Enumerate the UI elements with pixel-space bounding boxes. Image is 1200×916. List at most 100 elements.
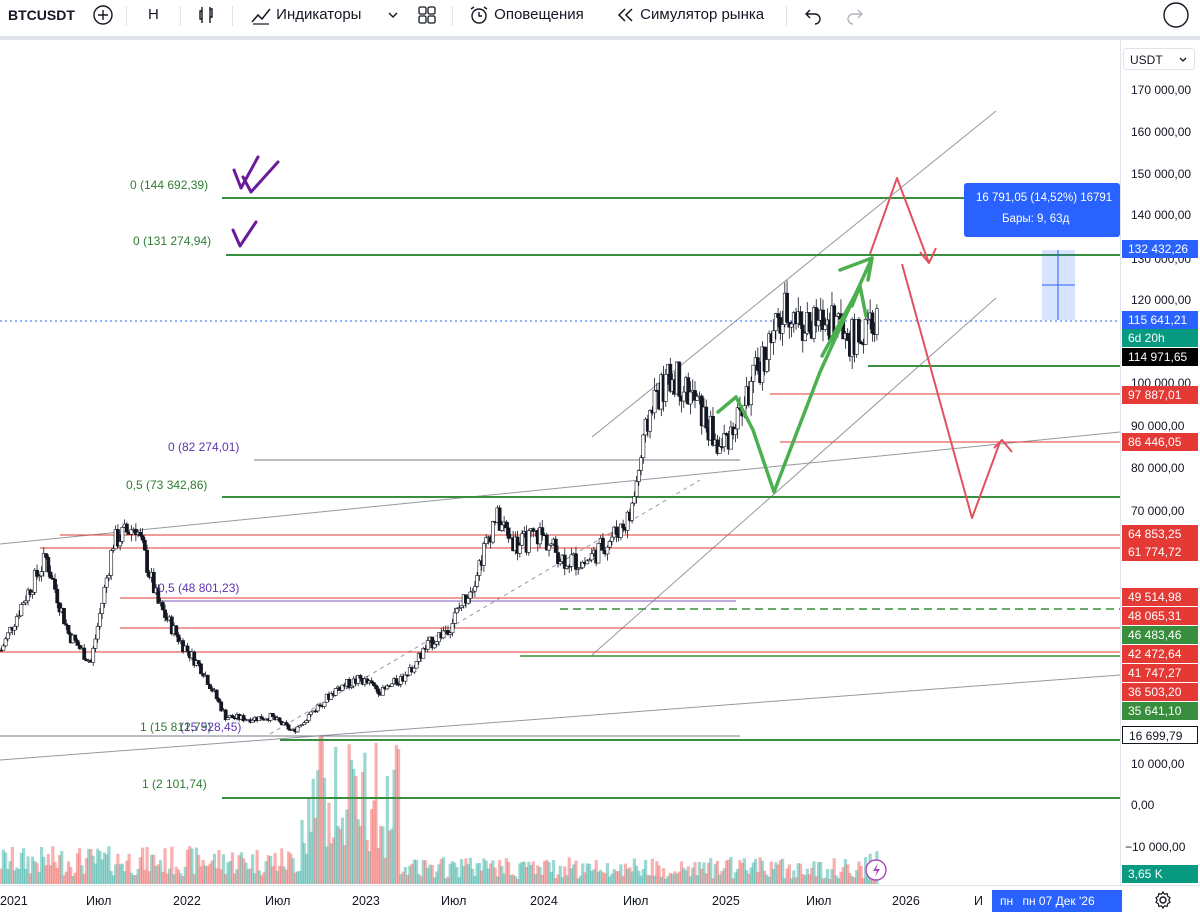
volume-bar: [736, 868, 740, 884]
volume-bar: [713, 864, 717, 884]
chevron-down-icon: [1179, 57, 1187, 62]
volume-bar: [603, 873, 607, 884]
volume-bar: [12, 870, 17, 884]
candle-body: [814, 307, 819, 327]
candle-body: [138, 531, 143, 536]
candle-body: [556, 552, 560, 565]
layout-button[interactable]: [416, 0, 438, 30]
volume-bar: [46, 853, 50, 884]
candle-body: [340, 684, 345, 691]
candle-body: [396, 683, 401, 686]
volume-bar: [111, 875, 115, 884]
volume-bar: [100, 859, 104, 884]
candle-body: [735, 407, 740, 430]
volume-bar: [1, 849, 5, 884]
volume-bar: [542, 861, 547, 884]
plus-circle-icon: [93, 5, 113, 25]
volume-bar: [87, 848, 91, 884]
volume-bar: [30, 856, 35, 884]
replay-button[interactable]: Симулятор рынка: [614, 0, 764, 30]
volume-bar: [500, 866, 504, 884]
time-axis[interactable]: 2021 Июл 2022 Июл 2023 Июл 2024 Июл 2025…: [0, 885, 1200, 916]
y-axis-label: 120 000,00: [1131, 293, 1192, 307]
price-tag-48065: 48 065,31: [1122, 607, 1198, 625]
candle-body: [870, 312, 875, 334]
price-tag-64853: 64 853,25: [1122, 525, 1198, 543]
volume-bar: [841, 866, 845, 884]
candle-body: [23, 600, 28, 604]
volume-bar: [293, 872, 297, 884]
interval-button[interactable]: Н: [148, 6, 159, 23]
volume-bar: [275, 870, 279, 884]
volume-bar: [277, 865, 282, 884]
chart-type-button[interactable]: [196, 0, 218, 30]
volume-bar: [73, 872, 77, 884]
account-button[interactable]: [1162, 0, 1190, 30]
volume-bar: [107, 846, 111, 884]
undo-button[interactable]: [802, 0, 824, 30]
volume-bar: [226, 862, 230, 884]
volume-bar: [392, 769, 396, 884]
candle-body: [208, 684, 212, 689]
volume-bar: [28, 873, 32, 884]
date-prefix: пн: [1000, 894, 1014, 908]
volume-bar: [311, 778, 315, 884]
y-axis-label: 170 000,00: [1131, 83, 1192, 97]
candle-body: [473, 586, 477, 592]
volume-bar: [455, 867, 459, 884]
y-axis-label: 70 000,00: [1131, 504, 1185, 518]
volume-bar: [718, 874, 722, 884]
x-axis-label: 2025: [712, 894, 740, 908]
candle-body: [333, 688, 338, 696]
volume-bar: [754, 858, 758, 884]
volume-bar: [623, 863, 627, 884]
indicators-button[interactable]: Индикаторы: [250, 0, 361, 30]
alerts-button[interactable]: Оповещения: [468, 0, 584, 30]
volume-bar: [248, 868, 252, 884]
volume-bar: [702, 862, 706, 884]
long-trend-line-upper: [0, 431, 1120, 545]
volume-bar: [825, 868, 830, 884]
candle-body: [618, 523, 623, 538]
volume-bar: [174, 866, 178, 884]
volume-bar: [374, 742, 378, 884]
volume-bar: [426, 867, 430, 884]
volume-bar: [751, 862, 755, 884]
volume-bar: [556, 874, 560, 884]
layout-grid-icon: [418, 6, 436, 24]
candle-body: [845, 333, 850, 341]
lightning-icon[interactable]: [865, 859, 887, 881]
candle-body: [219, 701, 224, 712]
compare-symbol-button[interactable]: [92, 0, 114, 30]
volume-bar: [257, 870, 261, 884]
settings-button[interactable]: [1153, 890, 1173, 915]
volume-bar: [432, 877, 437, 884]
volume-bar: [116, 853, 120, 884]
volume-bar: [668, 872, 672, 884]
candle-body: [118, 541, 123, 547]
candle-body: [755, 357, 760, 371]
candle-body: [64, 623, 69, 626]
volume-bar: [235, 869, 239, 884]
volume-bar: [439, 859, 443, 884]
volume-bar: [145, 847, 149, 884]
volume-bar: [581, 863, 585, 884]
volume-bar: [230, 852, 235, 884]
symbol-search-button[interactable]: BTCUSDT: [8, 7, 75, 23]
x-axis-label: 2021: [0, 894, 28, 908]
candle-body: [30, 592, 35, 595]
redo-button[interactable]: [844, 0, 866, 30]
volume-bar: [266, 855, 270, 884]
volume-bar: [0, 868, 3, 884]
y-axis-label: 90 000,00: [1131, 419, 1185, 433]
volume-bar: [286, 851, 291, 884]
volume-bar: [66, 861, 71, 884]
chart-canvas[interactable]: [0, 40, 1120, 885]
indicator-templates-dropdown[interactable]: [386, 0, 400, 30]
price-axis[interactable]: USDT 170 000,00 160 000,00 150 000,00 14…: [1120, 40, 1200, 885]
volume-bar: [419, 875, 423, 884]
volume-bar: [486, 868, 491, 884]
volume-bar: [80, 865, 84, 884]
volume-bar: [228, 861, 232, 884]
currency-selector[interactable]: USDT: [1123, 48, 1195, 70]
